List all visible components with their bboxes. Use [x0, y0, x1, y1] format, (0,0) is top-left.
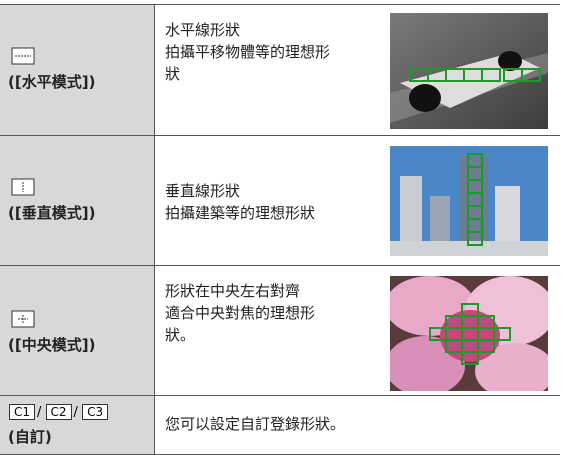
mode-name: ([垂直模式])	[8, 204, 96, 222]
mode-name: ([中央模式])	[8, 336, 96, 354]
desc-line: 適合中央對焦的理想形	[165, 304, 316, 322]
mode-icon	[11, 310, 35, 328]
description: 您可以設定自訂登錄形狀。	[165, 413, 345, 435]
custom-icon: C3	[82, 404, 109, 420]
example-photo	[390, 146, 548, 256]
mode-cell: ([水平模式])	[0, 5, 155, 136]
desc-line: 狀	[165, 65, 181, 83]
mode-cell: ([垂直模式])	[0, 136, 155, 266]
desc-line: 您可以設定自訂登錄形狀。	[165, 415, 346, 433]
custom-icons: C1/ C2/ C3	[9, 404, 110, 420]
table-row: ([中央模式]) 形狀在中央左右對齊 適合中央對焦的理想形 狀。	[0, 265, 560, 396]
desc-line: 狀。	[165, 326, 196, 344]
desc-line: 拍攝平移物體等的理想形	[165, 43, 331, 61]
example-photo	[390, 276, 548, 391]
desc-line: 水平線形狀	[165, 21, 241, 39]
mode-icon	[11, 178, 35, 196]
table-row: ([垂直模式]) 垂直線形狀 拍攝建築等的理想形狀	[0, 135, 560, 266]
description: 垂直線形狀 拍攝建築等的理想形狀	[165, 180, 315, 224]
mode-name: ([水平模式])	[8, 73, 96, 91]
mode-name: (自訂)	[8, 428, 52, 446]
example-photo	[390, 13, 548, 129]
mode-cell: C1/ C2/ C3 (自訂)	[0, 396, 155, 454]
description: 形狀在中央左右對齊 適合中央對焦的理想形 狀。	[165, 280, 315, 346]
table-row: C1/ C2/ C3 (自訂) 您可以設定自訂登錄形狀。	[0, 395, 560, 455]
custom-icon: C1	[9, 404, 36, 420]
table-row: ([水平模式]) 水平線形狀 拍攝平移物體等的理想形 狀	[0, 4, 560, 136]
mode-cell: ([中央模式])	[0, 266, 155, 396]
mode-icon	[11, 47, 35, 65]
description: 水平線形狀 拍攝平移物體等的理想形 狀	[165, 19, 330, 85]
desc-line: 垂直線形狀	[165, 182, 241, 200]
custom-icon: C2	[45, 404, 72, 420]
desc-line: 拍攝建築等的理想形狀	[165, 204, 316, 222]
desc-line: 形狀在中央左右對齊	[165, 282, 301, 300]
